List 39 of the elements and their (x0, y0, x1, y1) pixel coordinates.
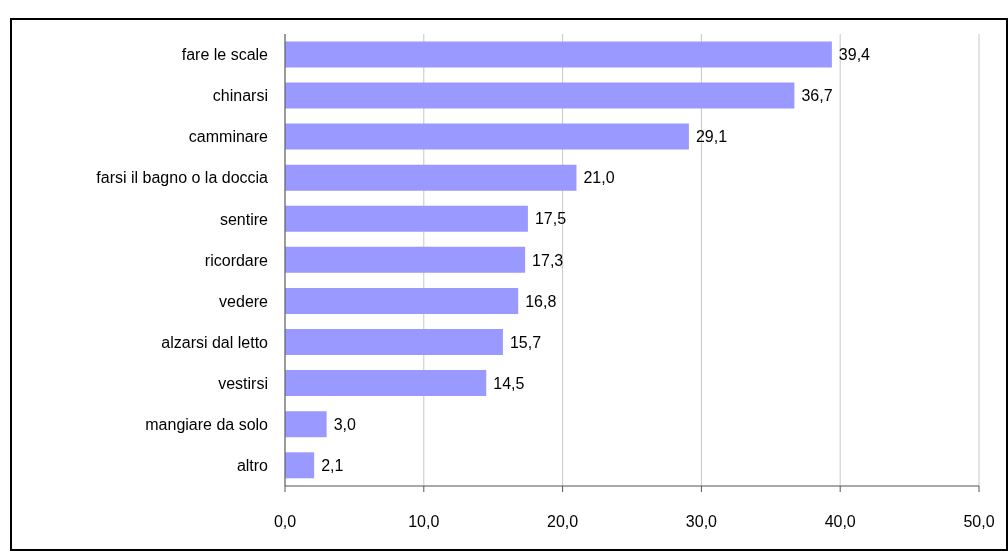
y-tick-label: sentire (219, 210, 269, 228)
bar (285, 123, 689, 150)
data-label: 17,3 (532, 251, 564, 269)
y-tick-label: farsi il bagno o la doccia (96, 169, 269, 187)
y-tick-label: chinarsi (212, 87, 268, 105)
data-label: 39,4 (838, 46, 871, 64)
data-label: 29,1 (695, 128, 728, 146)
data-label: 36,7 (801, 87, 833, 105)
data-label: 14,5 (493, 374, 525, 392)
bar (285, 205, 528, 232)
bar (285, 370, 487, 397)
y-tick-label: camminare (188, 128, 269, 146)
y-tick-label: altro (236, 457, 269, 475)
data-label: 2,1 (321, 456, 344, 474)
y-tick-label: alzarsi dal letto (161, 333, 269, 351)
bar (285, 287, 519, 314)
bar (285, 41, 832, 68)
bar (285, 164, 577, 191)
bar (285, 411, 327, 438)
bar (285, 82, 795, 109)
y-tick-label: fare le scale (181, 46, 269, 64)
bar (285, 329, 503, 356)
x-tick-label: 10,0 (408, 513, 440, 531)
x-tick-label: 50,0 (963, 513, 995, 531)
data-label: 16,8 (525, 292, 557, 310)
y-tick-label: vedere (219, 292, 269, 310)
y-tick-label: vestirsi (218, 374, 268, 392)
bar (285, 452, 315, 479)
y-tick-label: ricordare (204, 251, 269, 269)
x-tick-label: 40,0 (824, 513, 856, 531)
y-tick-label: mangiare da solo (145, 416, 269, 434)
x-tick-label: 20,0 (547, 513, 579, 531)
bar (285, 246, 526, 273)
data-label: 3,0 (333, 415, 356, 433)
data-label: 17,5 (534, 210, 567, 228)
data-label: 15,7 (509, 333, 542, 351)
x-tick-label: 30,0 (685, 513, 718, 531)
x-tick-label: 0,0 (273, 513, 297, 531)
data-label: 21,0 (583, 169, 615, 187)
